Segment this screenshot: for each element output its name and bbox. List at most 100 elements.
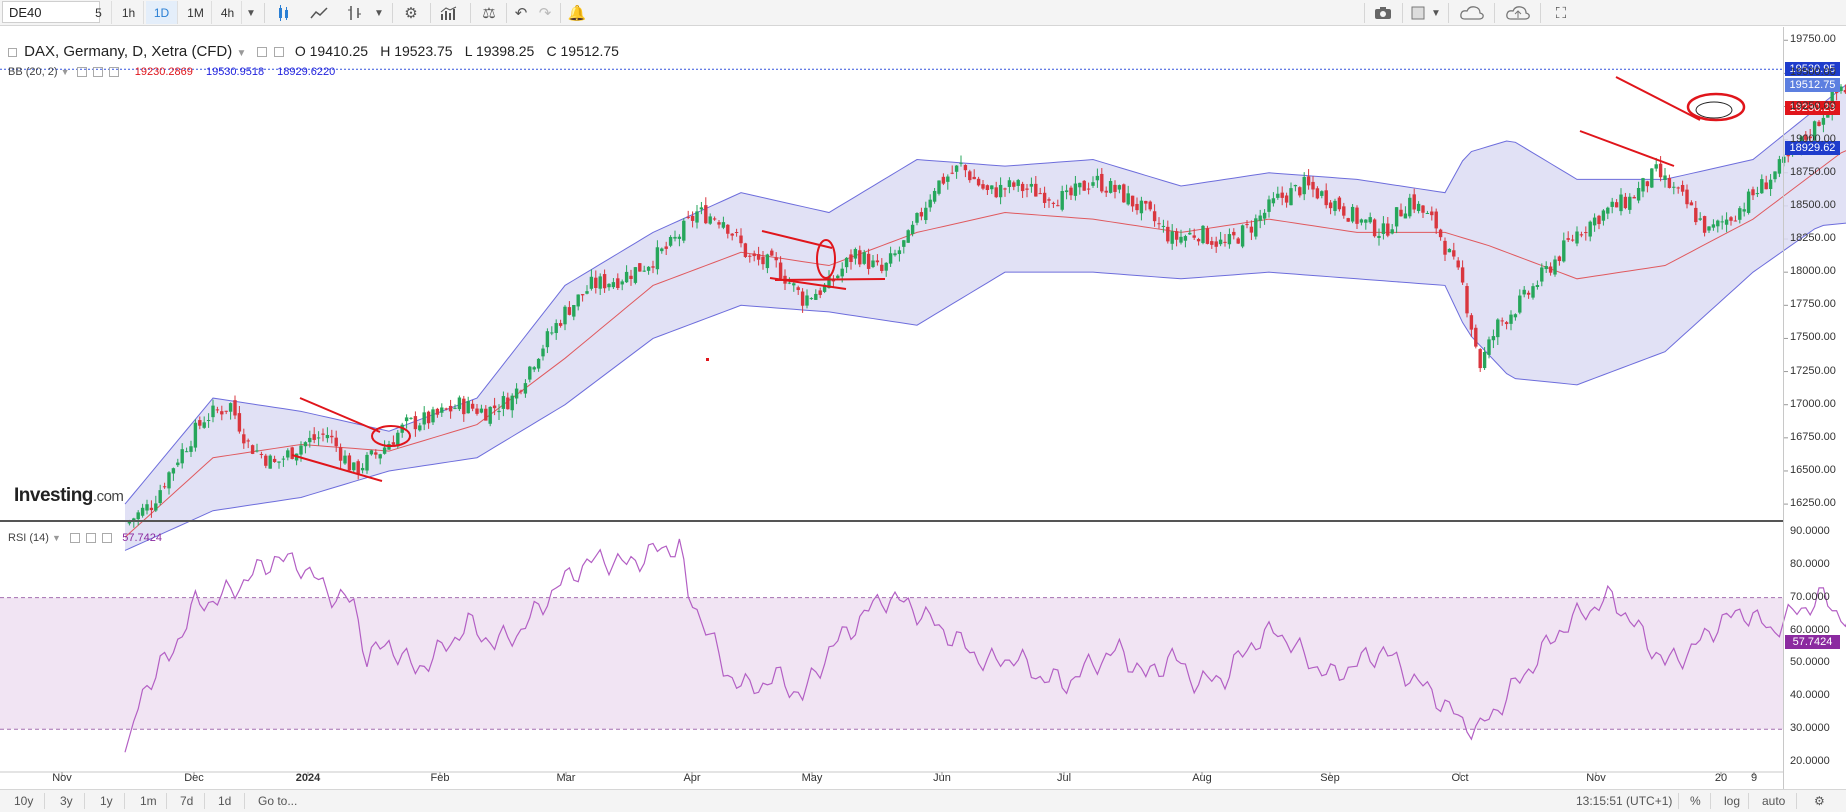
candle-down [849,254,853,262]
interval-5-button[interactable]: 5 [86,1,112,24]
interval-1d-button[interactable]: 1D [146,1,178,24]
candle-down [1764,182,1768,190]
candle-up [228,403,233,412]
collapse-icon[interactable] [8,47,17,57]
candle-down [334,437,338,447]
range-1m-button[interactable]: 1m [140,794,157,808]
rsi-band-fill [0,597,1783,730]
interval-4h-button[interactable]: 4h [214,1,242,24]
range-1y-button[interactable]: 1y [100,794,113,808]
legend-settings-icon[interactable] [256,47,267,58]
candle-down [994,187,998,198]
range-3y-button[interactable]: 3y [60,794,73,808]
dropdown-icon[interactable]: ▼ [374,7,384,19]
candle-up [611,282,616,288]
candle-up [1839,86,1843,92]
bb-close-icon[interactable] [108,67,119,78]
candle-up [844,257,849,268]
layout-dropdown-icon[interactable]: ▼ [1431,7,1441,19]
candle-down [1685,189,1689,205]
pane-divider[interactable] [0,520,1783,522]
range-7d-button[interactable]: 7d [180,794,194,808]
candle-down [774,257,778,261]
legend-dropdown-icon[interactable]: ▼ [236,48,247,59]
candle-down [338,447,343,461]
candle-up [932,190,937,202]
candle-down [1284,195,1289,203]
ohlc-open: O 19410.25 [294,43,369,59]
rsi-dropdown-icon[interactable]: ▼ [52,533,61,543]
candle-up [1381,223,1386,234]
time-axis-label: Aug [1192,772,1212,784]
rsi-hide-icon[interactable] [86,533,97,544]
undo-icon[interactable]: ↶ [514,5,528,22]
candle-up [268,455,272,469]
goto-button[interactable]: Go to... [258,794,298,808]
candle-up [1716,220,1720,227]
log-toggle[interactable]: log [1724,794,1741,808]
candle-down [215,409,220,411]
rsi-settings-icon[interactable] [70,533,81,544]
candle-up [1698,218,1702,220]
chart-settings-icon[interactable]: ⚙ [1814,794,1825,808]
candle-down [374,452,378,455]
bb-settings-icon[interactable] [76,67,87,78]
cloud-load-icon[interactable] [1498,2,1538,24]
rsi-value-tag: 57.7424 [1785,635,1840,649]
candle-down [796,287,800,291]
bollinger-lower-line [124,222,1846,551]
price-chart[interactable] [0,0,1846,789]
candle-up [695,211,699,223]
candle-up [396,432,400,447]
candle-down [1144,200,1148,204]
candle-down [1667,177,1672,188]
candle-down [712,218,717,220]
rsi-close-icon[interactable] [102,533,113,544]
candle-up [1575,231,1579,244]
candle-up [1333,200,1337,212]
fullscreen-icon[interactable]: ⛶ [1555,4,1567,22]
symbol-input[interactable]: DE40 [2,1,100,23]
candle-up [1509,314,1513,324]
range-10y-button[interactable]: 10y [14,794,34,808]
camera-icon[interactable] [1366,2,1400,24]
candle-down [198,420,202,426]
alert-icon[interactable]: 🔔 [567,5,587,22]
candle-up [1654,164,1658,169]
interval-1m-button[interactable]: 1M [180,1,212,24]
layout-icon[interactable] [1406,2,1430,24]
candle-down [1214,241,1218,247]
rsi-legend: RSI (14) ▼ 57.7424 [8,532,162,544]
candle-down [1570,239,1575,241]
candle-up [140,507,145,516]
range-1d-button[interactable]: 1d [218,794,232,808]
candle-down [290,447,294,459]
ellipse-annotation [816,239,836,279]
redo-icon[interactable]: ↷ [538,5,552,22]
candle-up [906,230,910,243]
line-style-icon[interactable] [304,2,334,24]
auto-toggle[interactable]: auto [1762,794,1786,808]
legend-hide-icon[interactable] [273,47,284,58]
candle-down [1311,181,1315,190]
bb-dropdown-icon[interactable]: ▼ [60,67,70,77]
candle-down [580,294,585,296]
ellipse-annotation-inner [1695,101,1733,119]
candle-down [800,291,805,306]
cloud-save-icon[interactable] [1452,2,1492,24]
candle-down [1166,226,1170,242]
studies-icon[interactable] [434,2,464,24]
candle-up [888,253,893,264]
indicators-icon[interactable] [340,2,370,24]
candle-up [1636,187,1641,201]
candle-style-icon[interactable] [268,2,298,24]
interval-dropdown-icon[interactable]: ▼ [246,7,256,19]
candle-up [545,331,550,348]
percent-toggle[interactable]: % [1690,794,1701,808]
settings-icon[interactable]: ⚙ [404,5,418,22]
compare-icon[interactable]: ⚖ [482,5,496,22]
candle-up [1601,210,1606,221]
candle-down [1843,90,1846,93]
bb-hide-icon[interactable] [92,67,103,78]
interval-1h-button[interactable]: 1h [114,1,144,24]
